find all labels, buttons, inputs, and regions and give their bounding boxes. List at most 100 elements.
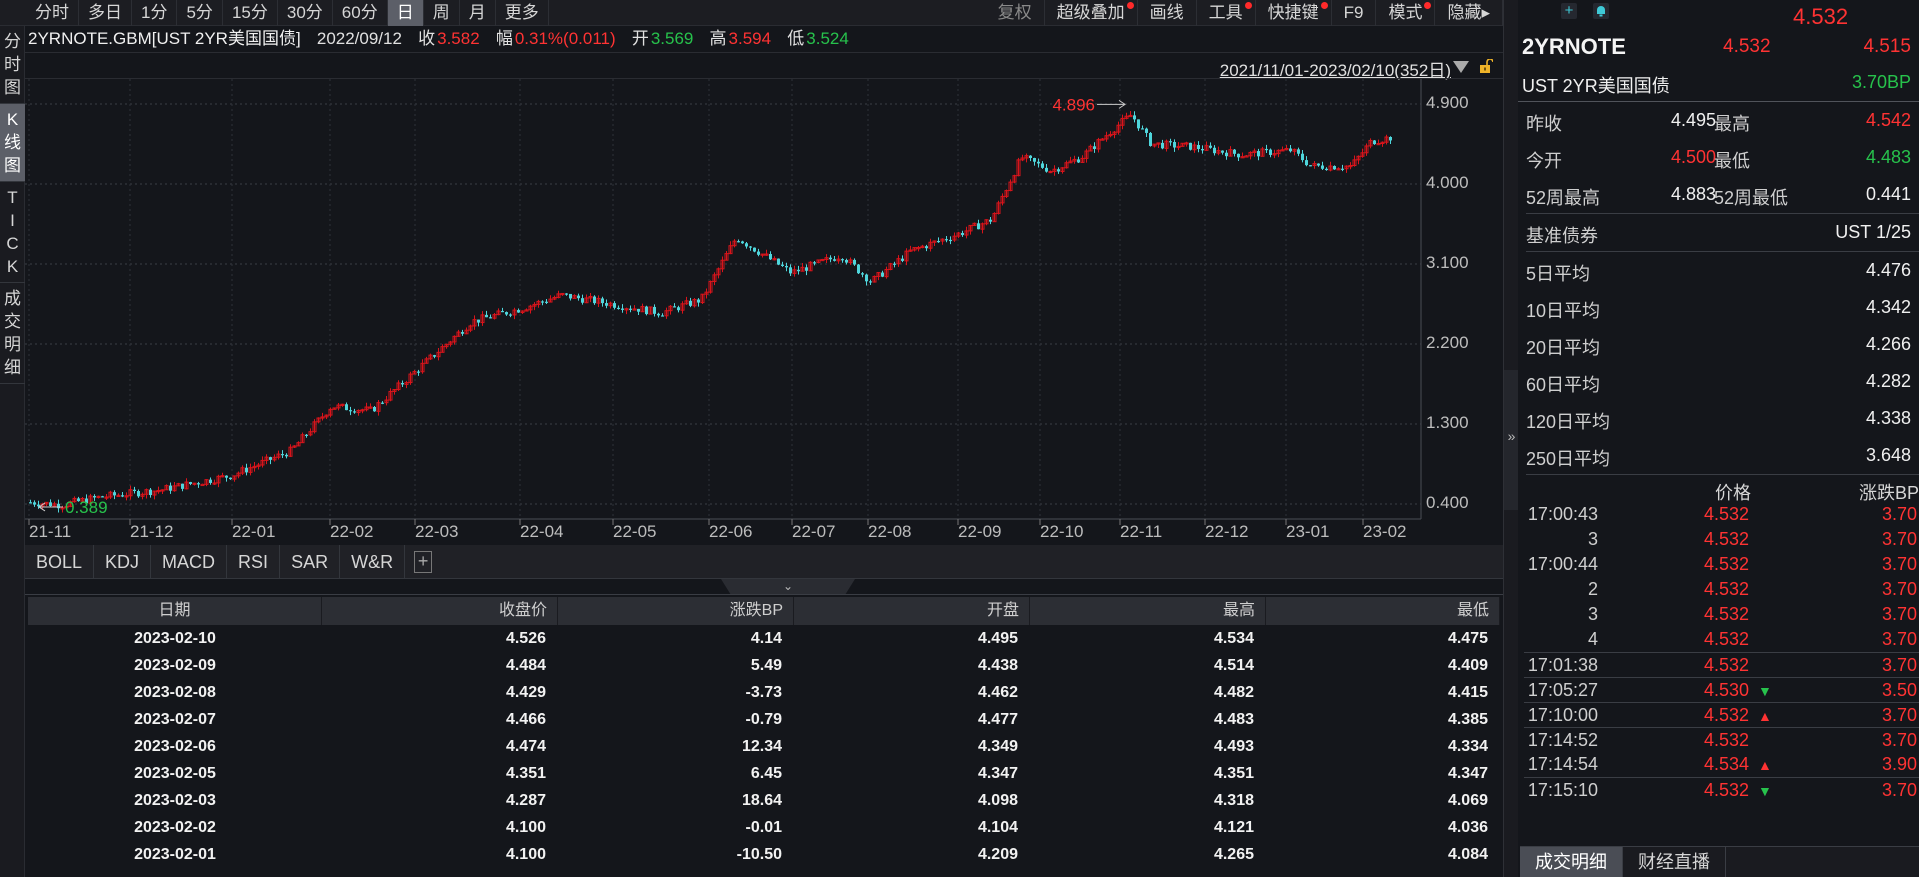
average-row: 60日平均 4.282	[1518, 363, 1919, 400]
indicator-tabs: BOLL KDJ MACD RSI SAR W&R +	[25, 545, 1503, 579]
view-tab-3[interactable]: 成交明细	[0, 283, 25, 384]
expand-panel-icon[interactable]: »	[1504, 370, 1519, 510]
period-tab-1[interactable]: 多日	[79, 0, 132, 26]
period-tab-4[interactable]: 15分	[223, 0, 278, 26]
tool-button-7[interactable]: 隐藏▸	[1435, 0, 1503, 26]
high-label: 高	[709, 29, 727, 48]
add-watchlist-icon[interactable]: +	[1561, 3, 1577, 19]
view-tab-0[interactable]: 分时图	[0, 26, 25, 104]
period-tab-10[interactable]: 更多	[496, 0, 549, 26]
tick-row[interactable]: 3 4.532 3.70	[1524, 527, 1919, 552]
tool-button-4[interactable]: 快捷键	[1256, 0, 1332, 26]
x-tick-label: 22-08	[868, 522, 912, 541]
tick-price: 4.532	[1704, 655, 1750, 675]
table-cell: 4.121	[1213, 819, 1254, 836]
table-cell: 4.104	[977, 819, 1018, 836]
table-cell: 4.287	[505, 792, 546, 809]
table-cell: 4.100	[505, 819, 546, 836]
average-row: 250日平均 3.648	[1518, 437, 1919, 474]
bell-alert-icon[interactable]	[1593, 3, 1609, 19]
table-row[interactable]: 2023-02-06 4.474 12.34 4.349 4.493 4.334	[28, 733, 1500, 760]
stat-label: 今开	[1526, 151, 1562, 171]
tool-button-0[interactable]: 复权	[986, 0, 1045, 26]
svg-text:4.896: 4.896	[1052, 95, 1095, 114]
bottom-tab-0[interactable]: 成交明细	[1520, 847, 1623, 877]
tick-list[interactable]: 17:00:43 4.532 3.70 3 4.532 3.70 17:00:44 4.532…	[1518, 502, 1919, 802]
close-value: 3.582	[437, 29, 480, 48]
unlock-icon[interactable]	[1479, 59, 1493, 73]
column-header[interactable]: 最低	[1266, 597, 1500, 625]
tick-row[interactable]: 3 4.532 3.70	[1524, 602, 1919, 627]
tick-row[interactable]: 17:05:27 4.530 ▼ 3.50	[1524, 677, 1919, 702]
benchmark-value: UST 1/25	[1835, 222, 1911, 242]
indicator-tab-kdj[interactable]: KDJ	[94, 545, 152, 579]
indicator-tab-macd[interactable]: MACD	[151, 545, 228, 579]
last-price: 4.532	[1793, 4, 1849, 29]
indicator-tab-boll[interactable]: BOLL	[25, 545, 95, 579]
tick-bp: 3.70	[1881, 655, 1917, 675]
period-tab-5[interactable]: 30分	[278, 0, 333, 26]
table-row[interactable]: 2023-02-02 4.100 -0.01 4.104 4.121 4.036	[28, 814, 1500, 841]
tool-button-3[interactable]: 工具	[1197, 0, 1256, 26]
instrument-name: UST 2YR美国国债	[1522, 76, 1670, 96]
tool-button-label: 复权	[997, 2, 1032, 22]
quote-panel-top: + 4.532	[1518, 0, 1919, 29]
tick-row[interactable]: 17:00:44 4.532 3.70	[1524, 552, 1919, 577]
tick-row[interactable]: 17:01:38 4.532 3.70	[1524, 652, 1919, 677]
tick-row[interactable]: 17:14:54 4.534 ▲ 3.90	[1524, 752, 1919, 777]
close-label: 收	[418, 29, 436, 48]
date-range-link[interactable]: 2021/11/01-2023/02/10(352日)	[1219, 61, 1451, 80]
period-tab-2[interactable]: 1分	[132, 0, 178, 26]
period-tab-9[interactable]: 月	[460, 0, 496, 26]
period-tab-7[interactable]: 日	[387, 0, 424, 26]
column-header[interactable]: 开盘	[794, 597, 1030, 625]
column-header[interactable]: 涨跌BP	[558, 597, 794, 625]
indicator-tab-sar[interactable]: SAR	[280, 545, 341, 579]
tick-row[interactable]: 17:00:43 4.532 3.70	[1524, 502, 1919, 527]
column-header[interactable]: 最高	[1030, 597, 1266, 625]
tick-row[interactable]: 17:10:00 4.532 ▲ 3.70	[1524, 702, 1919, 727]
table-row[interactable]: 2023-02-01 4.100 -10.50 4.209 4.265 4.084	[28, 841, 1500, 868]
candlestick-plot[interactable]: 4.896 0.389	[25, 79, 1503, 547]
tick-row[interactable]: 4 4.532 3.70	[1524, 627, 1919, 652]
tool-button-2[interactable]: 画线	[1138, 0, 1197, 26]
range-dropdown-caret-icon[interactable]	[1453, 61, 1469, 73]
tick-row[interactable]: 2 4.532 3.70	[1524, 577, 1919, 602]
period-tab-0[interactable]: 分时	[26, 0, 79, 26]
tool-button-5[interactable]: F9	[1332, 0, 1377, 26]
indicator-tab-rsi[interactable]: RSI	[227, 545, 281, 579]
table-cell: -0.01	[745, 819, 782, 836]
kline-chart[interactable]: 4.896 0.389	[25, 78, 1503, 546]
tick-row[interactable]: 17:14:52 4.532 3.70	[1524, 727, 1919, 752]
table-row[interactable]: 2023-02-10 4.526 4.14 4.495 4.534 4.475	[28, 625, 1500, 652]
x-tick-label: 22-03	[415, 522, 459, 541]
table-cell: 4.477	[977, 711, 1018, 728]
column-header[interactable]: 收盘价	[322, 597, 558, 625]
tool-button-1[interactable]: 超级叠加	[1045, 0, 1138, 26]
table-row[interactable]: 2023-02-07 4.466 -0.79 4.477 4.483 4.385	[28, 706, 1500, 733]
table-body[interactable]: 2023-02-10 4.526 4.14 4.495 4.534 4.475 2023-0…	[28, 625, 1500, 868]
table-row[interactable]: 2023-02-03 4.287 18.64 4.098 4.318 4.069	[28, 787, 1500, 814]
open-value: 3.569	[650, 29, 694, 48]
indicator-tab-wr[interactable]: W&R	[340, 545, 406, 579]
tool-button-6[interactable]: 模式	[1376, 0, 1436, 26]
y-tick-label: 1.300	[1426, 413, 1469, 432]
table-row[interactable]: 2023-02-05 4.351 6.45 4.347 4.351 4.347	[28, 760, 1500, 787]
collapse-chevron-icon[interactable]: ⌄	[721, 579, 855, 594]
period-tab-8[interactable]: 周	[424, 0, 460, 26]
table-cell: 2023-02-10	[134, 630, 216, 647]
open-label: 开	[631, 29, 649, 48]
period-tab-3[interactable]: 5分	[177, 0, 223, 26]
period-tab-6[interactable]: 60分	[333, 0, 388, 26]
add-indicator-icon[interactable]: +	[414, 551, 433, 573]
tick-row[interactable]: 17:15:10 4.532 ▼ 3.70	[1524, 777, 1919, 802]
panel-splitter[interactable]: »	[1503, 0, 1519, 877]
tick-time: 17:05:27	[1527, 680, 1598, 700]
column-header[interactable]: 日期	[28, 597, 322, 625]
bottom-tab-1[interactable]: 财经直播	[1623, 847, 1726, 877]
tool-button-label: 隐藏▸	[1447, 2, 1490, 22]
table-row[interactable]: 2023-02-09 4.484 5.49 4.438 4.514 4.409	[28, 652, 1500, 679]
table-row[interactable]: 2023-02-08 4.429 -3.73 4.462 4.482 4.415	[28, 679, 1500, 706]
